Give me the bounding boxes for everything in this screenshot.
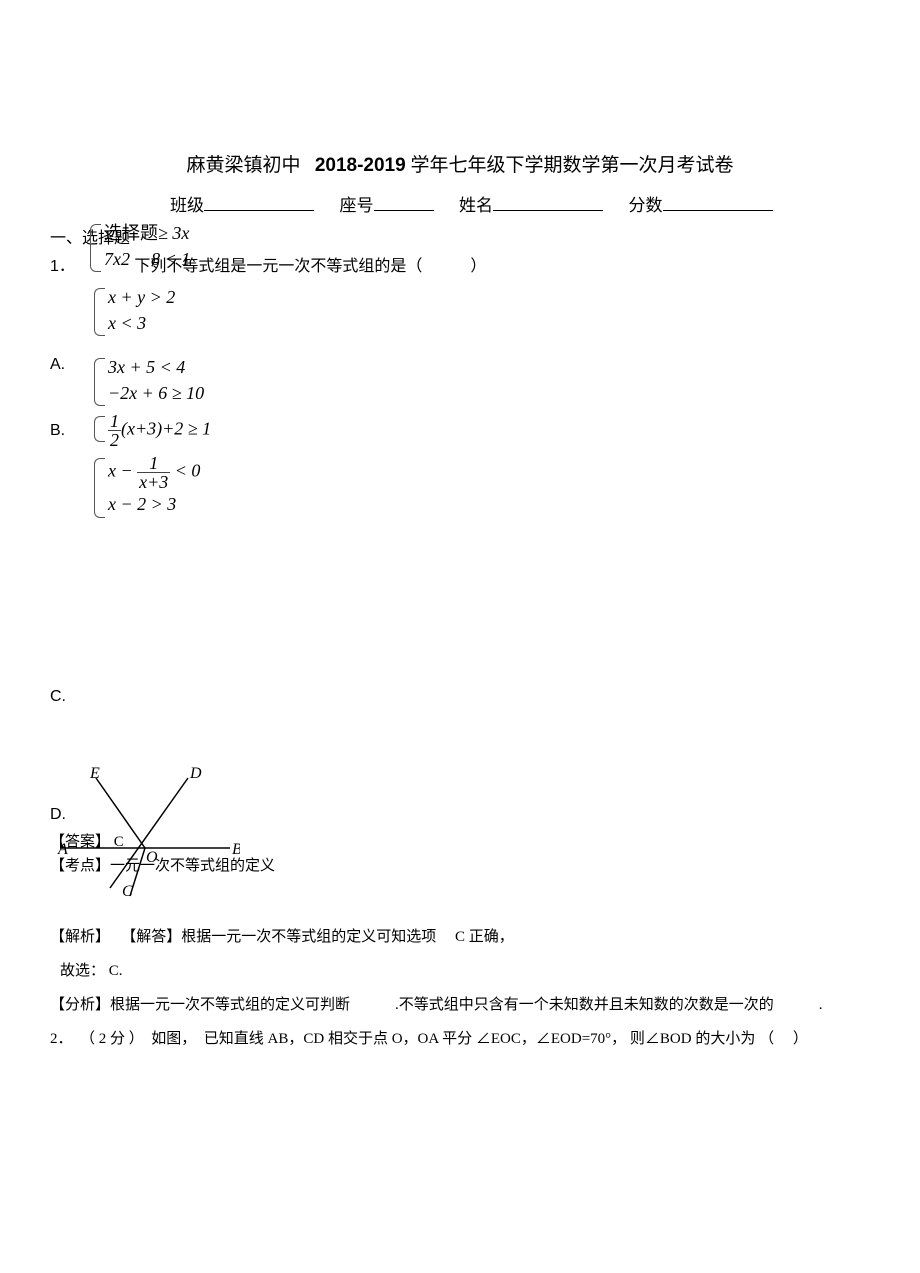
under-b2-brace: x − 1x+3 < 0 x − 2 > 3: [94, 454, 200, 522]
label-D: D: [189, 765, 202, 782]
q1-stem: 下列不等式组是一元一次不等式组的是（ ）: [134, 258, 486, 275]
kaodian: 【考点】一元一次不等式组的定义: [50, 858, 275, 874]
answer-block: A B C D E O D. 【答案】 C 【考点】一元一次不等式组的定义: [50, 758, 870, 898]
under-b-brace: 12(x+3)+2 ≥ 1: [94, 412, 211, 446]
jieda: 【解答】根据一元一次不等式组的定义可知选项: [121, 929, 436, 945]
header-row: 班级 座号 姓名 分数: [170, 191, 870, 216]
title-school: 麻黄梁镇初中: [187, 155, 301, 176]
score-label: 分数: [629, 196, 663, 215]
guxuan: 故选： C.: [60, 958, 870, 984]
answer-label: 【答案】 C: [50, 834, 124, 850]
question-1-block: 一、选择题 选择题≥ 3x 7x2 − 8 < 1 1． 7x2-8<1 下列不…: [50, 224, 870, 604]
option-a-brace: x + y > 2 x < 3: [94, 284, 175, 340]
opt-b-l2: −2x + 6 ≥ 10: [108, 380, 204, 406]
fenxi: 【分析】根据一元一次不等式组的定义可判断 .不等式组中只含有一个未知数并且未知数…: [50, 992, 870, 1018]
title-suffix: 学年七年级下学期数学第一次月考试卷: [410, 155, 733, 176]
opt-b-label: B.: [50, 422, 65, 440]
opt-a-l1: x + y > 2: [108, 284, 175, 310]
under-b-line: 12(x+3)+2 ≥ 1: [108, 412, 211, 449]
q2-t1: 如图，: [151, 1031, 196, 1047]
frac-half: 12: [108, 412, 121, 449]
c-correct: C 正确，: [455, 929, 514, 945]
title-year: 2018-2019: [315, 155, 406, 176]
frac-1-xp3: 1x+3: [137, 454, 170, 491]
label-C: C: [122, 883, 133, 898]
q2-points: （ 2 分 ）: [80, 1031, 144, 1047]
q2-num: 2．: [50, 1031, 73, 1047]
name-blank: [493, 193, 603, 211]
class-label: 班级: [170, 196, 204, 215]
ub2-l1: x − 1x+3 < 0: [108, 454, 200, 491]
overlay-line1: 选择题≥ 3x: [104, 220, 190, 246]
page-title: 麻黄梁镇初中 2018-2019 学年七年级下学期数学第一次月考试卷: [50, 150, 870, 177]
opt-c-label: C.: [50, 684, 66, 710]
class-blank: [204, 193, 314, 211]
ub2-l2: x − 2 > 3: [108, 491, 200, 517]
name-label: 姓名: [459, 196, 493, 215]
score-blank: [663, 193, 773, 211]
geometry-diagram: A B C D E O: [50, 758, 240, 898]
opt-b-l1: 3x + 5 < 4: [108, 354, 204, 380]
option-b-brace: 3x + 5 < 4 −2x + 6 ≥ 10: [94, 354, 204, 410]
seat-blank: [374, 193, 434, 211]
opt-d-label: D.: [50, 806, 66, 824]
jiexi-line: 【解析】 【解答】根据一元一次不等式组的定义可知选项 C 正确，: [50, 924, 870, 950]
opt-a-l2: x < 3: [108, 310, 175, 336]
seat-label: 座号: [340, 196, 374, 215]
label-E: E: [89, 765, 100, 782]
jiexi-label: 【解析】: [50, 929, 110, 945]
q2-t2: 已知直线 AB，CD 相交于点 O，OA 平分 ∠EOC，∠EOD=70°， 则…: [204, 1031, 808, 1047]
opt-a-label: A.: [50, 356, 65, 374]
q1-num: 1．: [50, 252, 72, 276]
q2-line: 2． （ 2 分 ） 如图， 已知直线 AB，CD 相交于点 O，OA 平分 ∠…: [50, 1026, 870, 1052]
